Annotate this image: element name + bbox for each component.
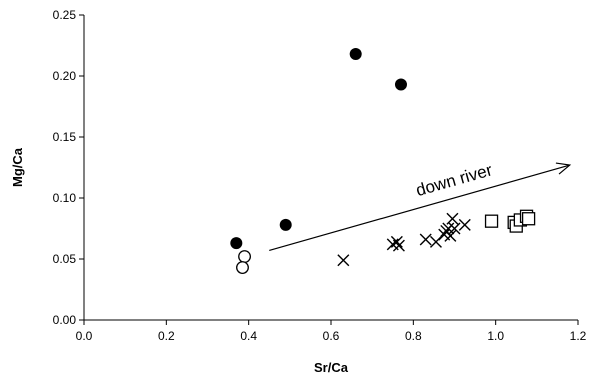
y-tick-label: 0.15: [53, 130, 77, 144]
arrow-head: [555, 162, 572, 175]
cross-stroke: [446, 212, 459, 225]
x-tick-label: 0.8: [405, 329, 422, 343]
cross-stroke: [448, 222, 461, 235]
plot-area: [83, 15, 578, 321]
x-tick-label: 0.0: [76, 329, 93, 343]
open-circle-point: [236, 261, 249, 274]
cross-point: [419, 233, 432, 246]
cross-stroke: [442, 222, 455, 235]
cross-point: [446, 212, 459, 225]
cross-stroke: [337, 254, 350, 267]
data-points: [230, 48, 536, 274]
filled-circle-point: [349, 48, 362, 61]
x-tick-label: 0.4: [240, 329, 257, 343]
y-axis-title: Mg/Ca: [10, 147, 25, 187]
x-tick-label: 1.0: [487, 329, 504, 343]
cross-point: [458, 218, 471, 231]
cross-point: [337, 254, 350, 267]
x-tick-label: 1.2: [570, 329, 587, 343]
y-tick-label: 0.20: [53, 69, 77, 83]
axis-ticks: 0.0 0.2 0.4 0.6 0.8 1.0 1.2 0.00 0.05 0.10 0.15 0.2…: [53, 8, 587, 343]
cross-point: [442, 222, 455, 235]
cross-stroke: [392, 239, 405, 252]
y-tick-label: 0.25: [53, 8, 77, 22]
open-square-point: [521, 212, 536, 226]
filled-circle-point: [230, 237, 243, 250]
cross-point: [392, 239, 405, 252]
cross-point: [444, 229, 457, 242]
arrow-line: [269, 164, 570, 252]
filled-circle-point: [394, 78, 407, 91]
y-tick-label: 0.10: [53, 191, 77, 205]
open-circle-point: [238, 250, 252, 264]
x-tick-label: 0.2: [158, 329, 175, 343]
cross-point: [390, 235, 403, 248]
cross-stroke: [419, 233, 432, 246]
x-axis-title: Sr/Ca: [314, 360, 349, 375]
open-square-point: [484, 214, 499, 228]
annotation-layer: down river: [269, 160, 572, 252]
y-tick-label: 0.05: [53, 252, 77, 266]
cross-stroke: [438, 228, 451, 241]
filled-circle-point: [279, 218, 292, 231]
cross-stroke: [458, 218, 471, 231]
cross-stroke: [444, 229, 457, 242]
annotation-label: down river: [414, 160, 495, 200]
x-tick-label: 0.6: [323, 329, 340, 343]
cross-stroke: [390, 235, 403, 248]
y-tick-label: 0.00: [53, 313, 77, 327]
cross-point: [448, 222, 461, 235]
